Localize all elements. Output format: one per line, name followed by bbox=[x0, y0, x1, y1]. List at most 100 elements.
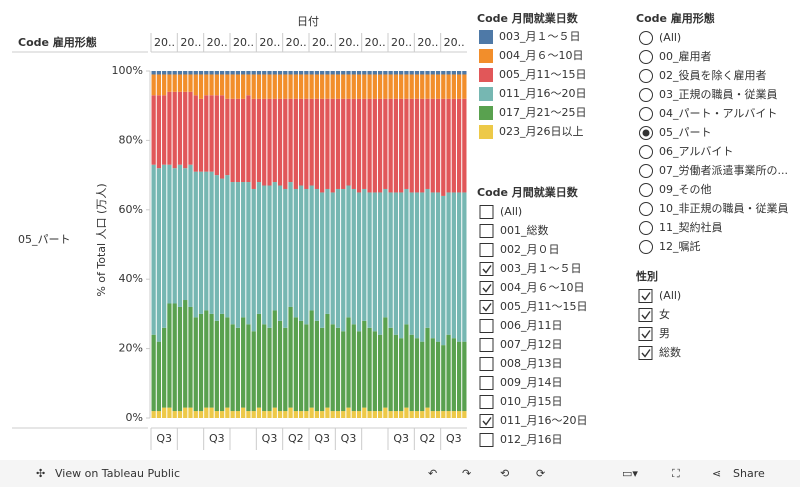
radio[interactable] bbox=[639, 202, 653, 216]
bar-segment bbox=[351, 71, 356, 75]
checkbox[interactable] bbox=[479, 376, 494, 390]
legend-label: 003_月１～５日 bbox=[499, 30, 581, 43]
filter-item[interactable]: 004_月６～10日 bbox=[500, 281, 585, 294]
bar-segment bbox=[314, 71, 320, 75]
radio[interactable] bbox=[639, 107, 653, 121]
filter-item[interactable]: 02_役員を除く雇用者 bbox=[659, 68, 767, 82]
filter-item[interactable]: 006_月11日 bbox=[500, 319, 563, 332]
radio[interactable] bbox=[639, 183, 653, 197]
checkbox[interactable] bbox=[638, 289, 653, 303]
bar-segment bbox=[446, 71, 451, 75]
filter-item[interactable]: 男 bbox=[659, 327, 670, 340]
checkbox[interactable] bbox=[479, 262, 494, 276]
revert[interactable]: ⟲ bbox=[500, 467, 509, 480]
checkbox[interactable] bbox=[479, 414, 494, 428]
checkbox[interactable] bbox=[479, 338, 494, 352]
filter-item[interactable]: 総数 bbox=[659, 345, 681, 359]
filter-item[interactable]: 00_雇用者 bbox=[659, 49, 712, 63]
bar-segment bbox=[198, 171, 204, 314]
radio[interactable] bbox=[639, 31, 653, 45]
bar-segment bbox=[330, 192, 335, 325]
checkbox[interactable] bbox=[479, 281, 494, 295]
filter-item[interactable]: 09_その他 bbox=[659, 183, 712, 196]
fullscreen[interactable]: ⛶ bbox=[672, 467, 680, 480]
filter-item[interactable]: 04_パート・アルバイト bbox=[659, 107, 777, 120]
bar-segment bbox=[356, 192, 362, 332]
bar-segment bbox=[341, 98, 346, 189]
refresh[interactable]: ⟳ bbox=[536, 467, 545, 480]
radio[interactable] bbox=[639, 145, 653, 159]
redo[interactable]: ↷ bbox=[462, 467, 471, 480]
bar-segment bbox=[435, 71, 441, 75]
bar-segment bbox=[214, 320, 219, 412]
checkbox[interactable] bbox=[479, 205, 494, 219]
filter-title: Code 月間就業日数 bbox=[477, 185, 579, 199]
download[interactable]: ▭▾ bbox=[622, 467, 638, 480]
filter-item[interactable]: 12_嘱託 bbox=[659, 239, 701, 253]
checkbox[interactable] bbox=[479, 395, 494, 409]
checkbox[interactable] bbox=[479, 224, 494, 238]
column-header: 20.. bbox=[391, 36, 412, 49]
radio[interactable] bbox=[639, 240, 653, 254]
radio[interactable] bbox=[639, 88, 653, 102]
radio[interactable] bbox=[639, 221, 653, 235]
filter-item[interactable]: 008_月13日 bbox=[500, 357, 563, 370]
filter-item[interactable]: 005_月11～15日 bbox=[500, 300, 588, 313]
filter-item[interactable]: (All) bbox=[659, 289, 681, 302]
bar-segment bbox=[204, 74, 209, 96]
filter-item[interactable]: 03_正規の職員・従業員 bbox=[659, 87, 778, 101]
filter-item[interactable]: 女 bbox=[659, 307, 670, 321]
filter-item[interactable]: 010_月15日 bbox=[500, 395, 563, 408]
filter-item[interactable]: 003_月１～５日 bbox=[500, 262, 582, 275]
bar-segment bbox=[241, 71, 246, 75]
filter-item[interactable]: 001_総数 bbox=[500, 223, 549, 237]
filter-item[interactable]: 011_月16～20日 bbox=[500, 414, 588, 427]
filter-item[interactable]: (All) bbox=[500, 205, 522, 218]
filter-item[interactable]: 10_非正規の職員・従業員 bbox=[659, 201, 789, 215]
share-link[interactable]: Share bbox=[733, 467, 765, 480]
bar-segment bbox=[298, 98, 304, 186]
bar-segment bbox=[188, 71, 193, 75]
checkbox[interactable] bbox=[638, 327, 653, 341]
radio[interactable] bbox=[639, 164, 653, 178]
checkbox[interactable] bbox=[479, 300, 494, 314]
filter-item[interactable]: 009_月14日 bbox=[500, 376, 563, 389]
bar-segment bbox=[172, 168, 177, 304]
bar-segment bbox=[446, 411, 451, 418]
bar-segment bbox=[451, 74, 456, 99]
bar-segment bbox=[320, 411, 325, 418]
filter-item[interactable]: 007_月12日 bbox=[500, 338, 563, 351]
view-button[interactable]: ✣ View on Tableau Public bbox=[36, 467, 180, 480]
radio[interactable] bbox=[639, 69, 653, 83]
bar-segment bbox=[251, 71, 256, 75]
filter-item[interactable]: 05_パート bbox=[659, 126, 712, 139]
radio[interactable] bbox=[639, 50, 653, 64]
bar-segment bbox=[409, 334, 414, 412]
bar-segment bbox=[177, 306, 183, 412]
bar-segment bbox=[320, 327, 325, 412]
filter-item[interactable]: (All) bbox=[659, 31, 681, 44]
checkbox[interactable] bbox=[479, 243, 494, 257]
bar-segment bbox=[267, 411, 272, 418]
checkmark bbox=[641, 349, 651, 358]
filter-item[interactable]: 06_アルバイト bbox=[659, 145, 733, 158]
bar-segment bbox=[393, 192, 399, 335]
filter-item[interactable]: 002_月０日 bbox=[500, 243, 560, 256]
bar-segment bbox=[288, 98, 293, 183]
bar-segment bbox=[241, 74, 246, 99]
checkbox[interactable] bbox=[638, 346, 653, 360]
view-link[interactable]: View on Tableau Public bbox=[55, 467, 180, 480]
bar-segment bbox=[235, 98, 241, 183]
checkbox[interactable] bbox=[479, 357, 494, 371]
bar-segment bbox=[188, 164, 193, 307]
checkbox[interactable] bbox=[638, 308, 653, 322]
share-button[interactable]: ⋖ Share bbox=[712, 467, 765, 480]
bar-segment bbox=[325, 71, 330, 75]
checkbox[interactable] bbox=[479, 433, 494, 447]
filter-item[interactable]: 012_月16日 bbox=[500, 433, 563, 446]
undo[interactable]: ↶ bbox=[428, 467, 437, 480]
bar-segment bbox=[230, 74, 235, 99]
checkbox[interactable] bbox=[479, 319, 494, 333]
filter-item[interactable]: 11_契約社員 bbox=[659, 220, 723, 234]
filter-item[interactable]: 07_労働者派遣事業所の... bbox=[659, 163, 788, 177]
